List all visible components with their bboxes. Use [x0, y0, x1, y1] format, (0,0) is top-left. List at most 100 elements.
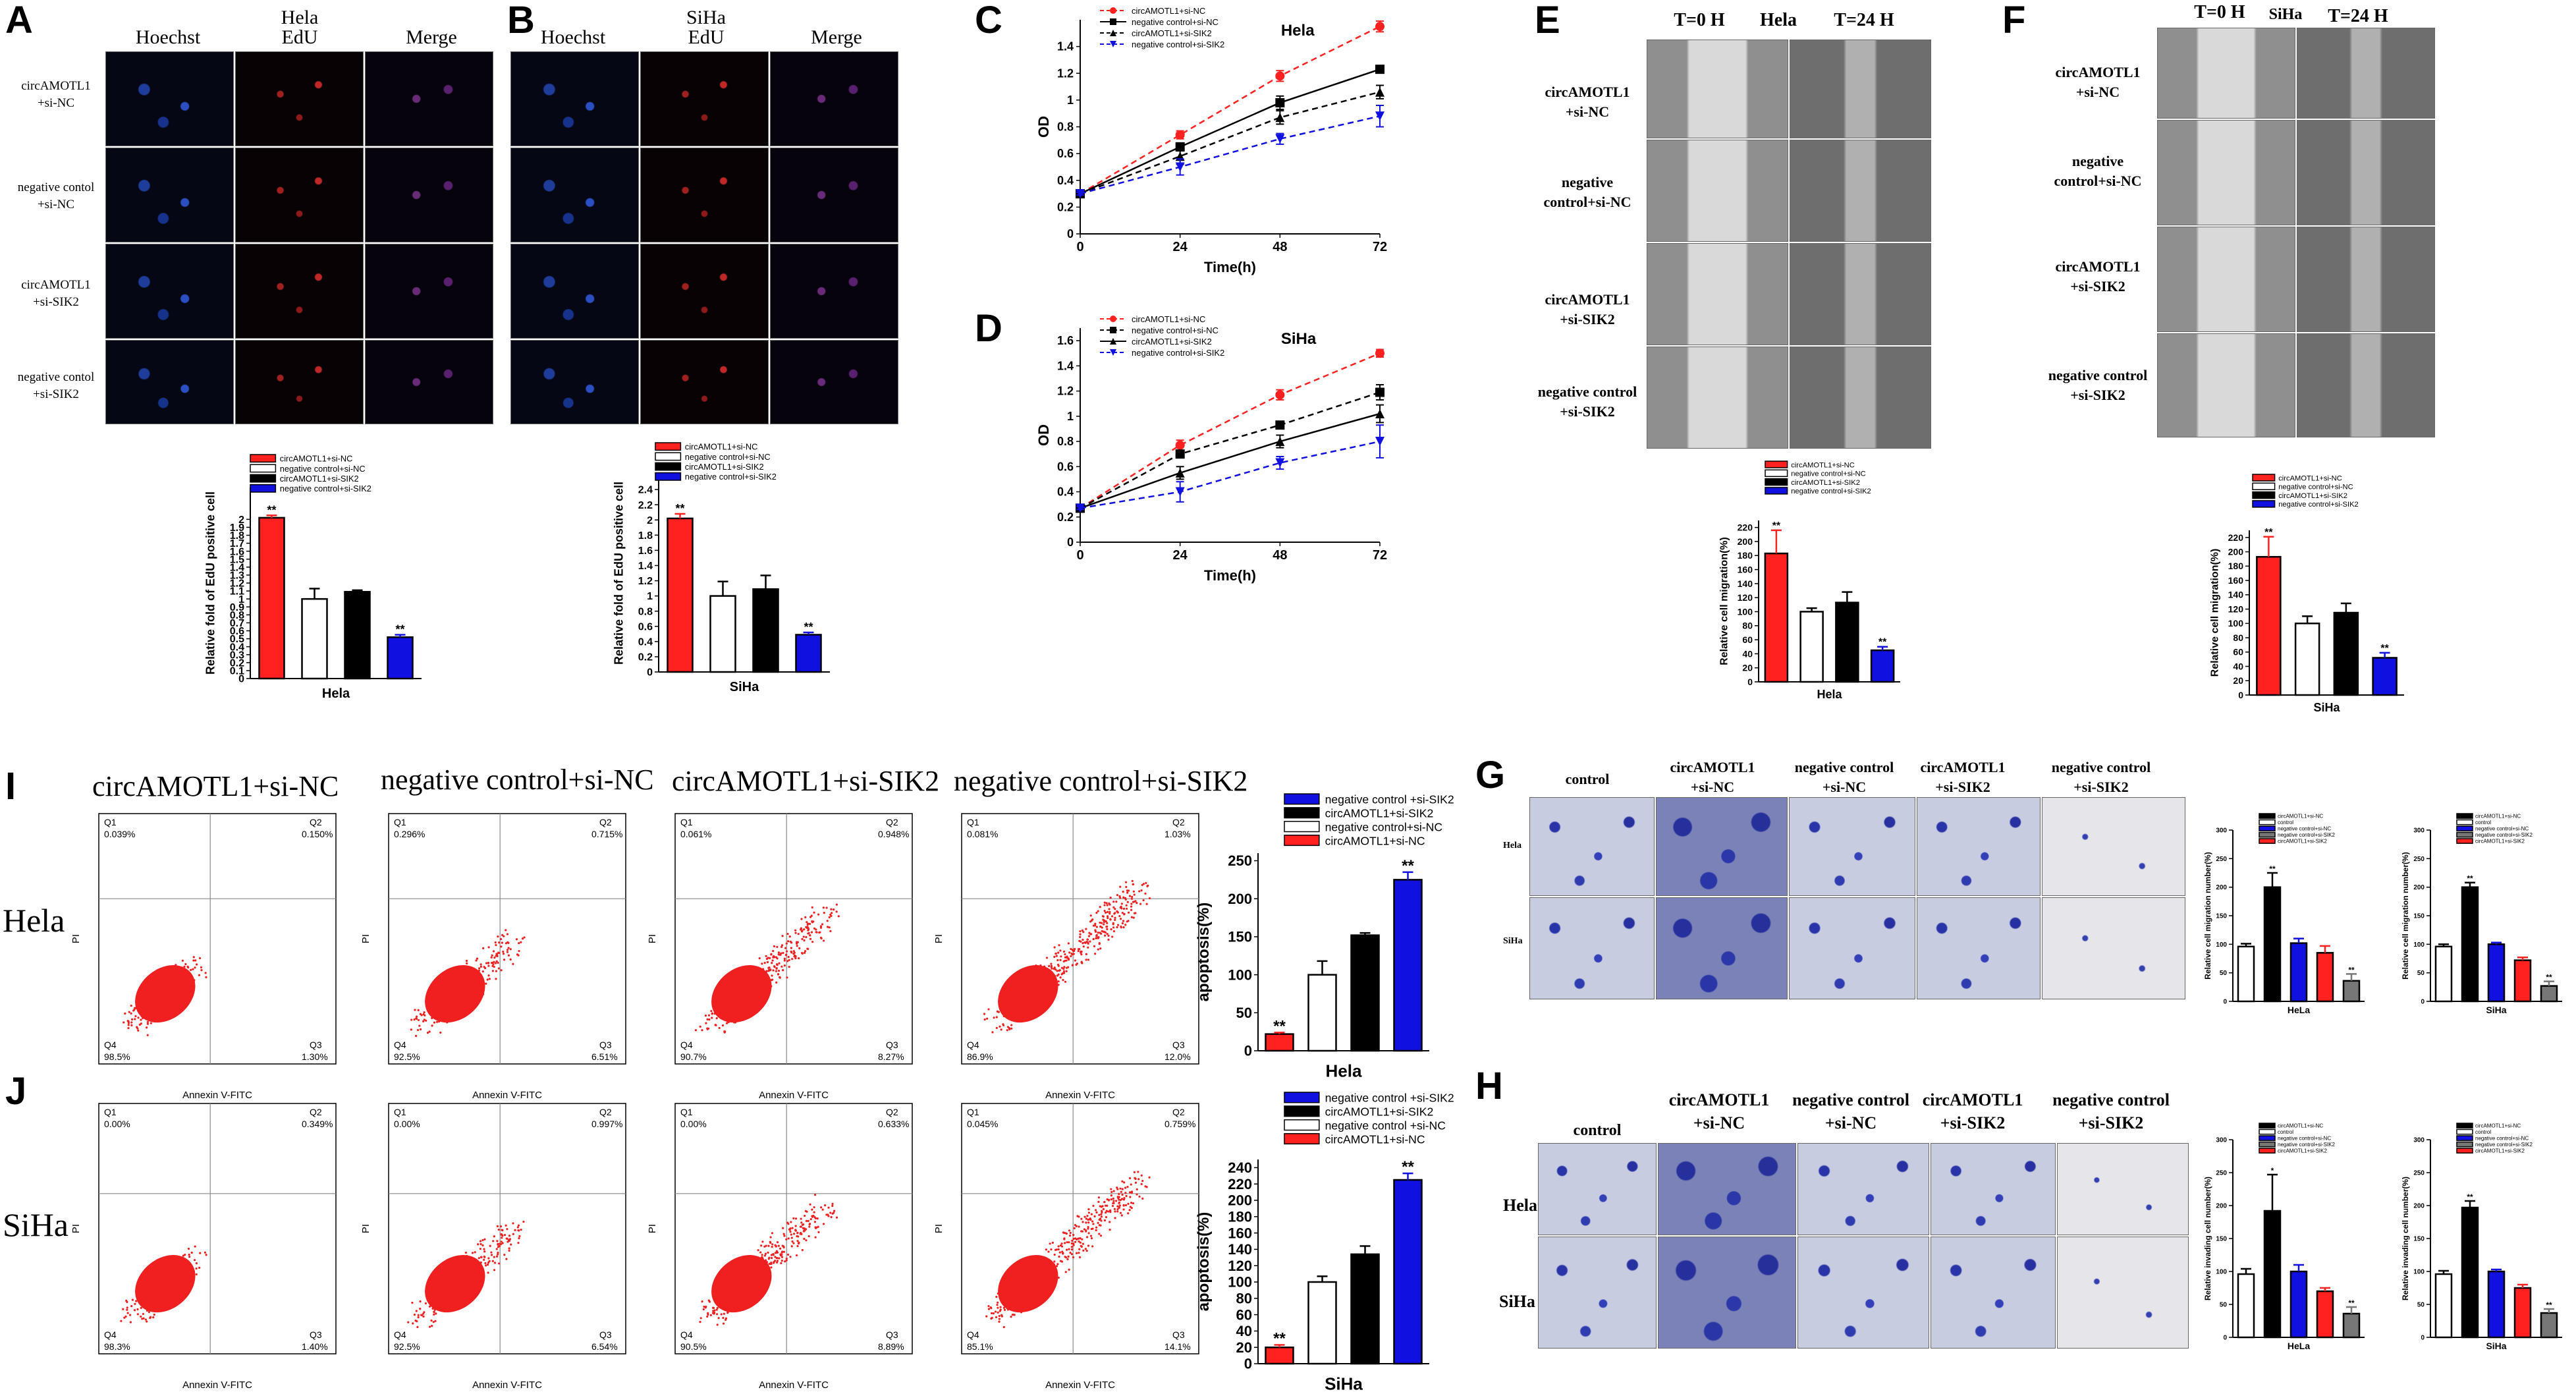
event-dot [1027, 1002, 1029, 1005]
event-dot [1103, 904, 1106, 906]
event-dot [456, 988, 458, 990]
event-dot [1003, 1308, 1006, 1311]
legend-swatch [2456, 1123, 2473, 1129]
event-dot [153, 1001, 155, 1005]
event-dot [1012, 1275, 1014, 1278]
micrograph [2057, 1237, 2189, 1349]
event-dot [995, 1026, 998, 1030]
legend-swatch [2259, 819, 2276, 825]
event-dot [435, 1302, 438, 1306]
panel-e-cellline: Hela [1760, 10, 1797, 30]
event-dot [204, 972, 207, 974]
event-dot [464, 1261, 467, 1264]
quadrant-value-q2: 0.948% [878, 829, 909, 839]
event-dot [1009, 1306, 1012, 1309]
event-dot [1101, 1205, 1104, 1208]
event-dot [1089, 914, 1092, 917]
event-dot [480, 1268, 482, 1271]
bar [1393, 1179, 1423, 1365]
event-dot [415, 1310, 418, 1312]
event-dot [783, 964, 786, 967]
event-dot [809, 1218, 812, 1221]
event-dot [1095, 935, 1098, 937]
event-dot [205, 1254, 207, 1256]
event-dot [466, 1254, 468, 1258]
event-dot [449, 1280, 452, 1283]
y-tick-label: 0 [1244, 1356, 1252, 1372]
event-dot [466, 1276, 469, 1279]
event-dot [1128, 1191, 1132, 1194]
event-dot [1033, 989, 1036, 991]
event-dot [416, 1028, 420, 1032]
bar [2289, 942, 2308, 1003]
event-dot [1074, 1237, 1077, 1240]
event-dot [151, 1002, 153, 1005]
event-dot [480, 989, 483, 991]
significance-mark: * [2271, 1166, 2274, 1175]
event-dot [184, 1253, 186, 1256]
x-axis-label: SiHa [1325, 1374, 1363, 1394]
micrograph [2157, 28, 2295, 119]
event-dot [817, 1225, 819, 1228]
event-dot [1114, 918, 1116, 921]
bar [1265, 1033, 1294, 1052]
event-dot [820, 937, 823, 939]
event-dot [1110, 1190, 1113, 1193]
event-dot [699, 1321, 701, 1324]
event-dot [998, 1314, 1000, 1318]
event-dot [1057, 1248, 1060, 1251]
event-dot [738, 973, 741, 976]
event-dot [817, 913, 820, 916]
event-dot [439, 1018, 441, 1020]
event-dot [1128, 1209, 1131, 1212]
event-dot [1049, 1242, 1051, 1245]
event-dot [711, 1012, 714, 1015]
event-dot [503, 959, 506, 961]
event-dot [1085, 1217, 1087, 1220]
event-dot [416, 1015, 418, 1018]
flow-x-label: Annexin V-FITC [759, 1380, 829, 1391]
legend-swatch [250, 464, 277, 473]
y-tick-label: 100 [2413, 941, 2425, 949]
event-dot [520, 941, 522, 943]
panel-g-col-5: negative control +si-SIK2 [2051, 759, 2151, 795]
event-dot [1012, 1300, 1015, 1302]
event-dot [1087, 946, 1089, 949]
event-dot [177, 968, 180, 971]
panel-h-col-4: circAMOTL1 +si-SIK2 [1922, 1090, 2023, 1133]
event-dot [1072, 1256, 1075, 1259]
event-dot [778, 962, 781, 964]
event-dot [1142, 899, 1145, 902]
micrograph [1789, 897, 1915, 999]
event-dot [479, 978, 481, 980]
event-dot [497, 935, 499, 938]
bar [1350, 934, 1380, 1052]
event-dot [1015, 998, 1018, 1001]
data-point [1110, 327, 1116, 333]
micrograph [105, 244, 234, 339]
event-dot [140, 1306, 142, 1309]
event-dot [802, 1223, 805, 1226]
legend-label: circAMOTL1+si-SIK2 [2278, 1148, 2327, 1154]
legend-label: control [2278, 820, 2293, 825]
bar [2333, 611, 2359, 696]
y-axis-label: apoptosis(%) [1195, 1212, 1213, 1312]
bar [2540, 985, 2558, 1003]
event-dot [764, 1252, 767, 1255]
y-tick-label: 0 [647, 667, 653, 679]
event-dot [1012, 991, 1014, 995]
event-dot [156, 1281, 159, 1283]
event-dot [445, 993, 448, 995]
event-dot [1090, 1213, 1093, 1215]
event-dot [128, 1011, 130, 1013]
event-dot [835, 1216, 838, 1219]
y-tick-label: 50 [2220, 970, 2228, 977]
event-dot [453, 1273, 456, 1276]
data-point [1275, 437, 1285, 447]
event-dot [1033, 997, 1035, 999]
event-dot [1136, 902, 1138, 905]
event-dot [144, 1281, 146, 1284]
y-tick-label: 140 [1738, 578, 1753, 589]
event-dot [1087, 959, 1090, 961]
